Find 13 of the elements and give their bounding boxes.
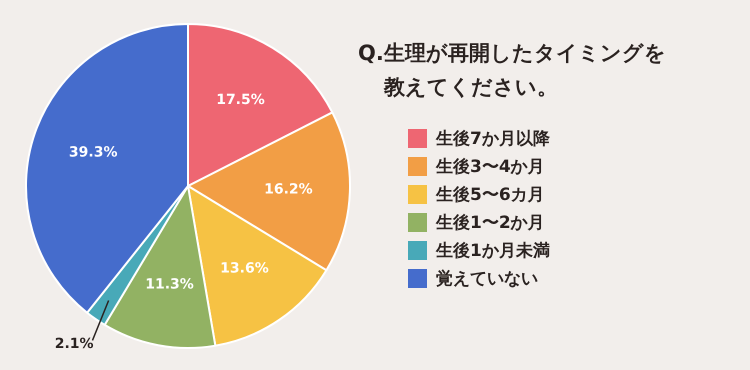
data-label: 17.5% [216,92,265,108]
legend-label: 生後5〜6カ月 [436,184,545,206]
legend-label: 生後3〜4か月 [436,156,545,178]
data-label: 16.2% [264,181,313,198]
legend-label: 生後1か月未満 [436,240,550,262]
legend-label: 覚えていない [436,268,538,290]
text: Q.生理が再開したタイミングを教えてください。 [358,40,667,101]
legend-label: 生後7か月以降 [436,128,550,150]
legend-label: 生後1〜2か月 [436,212,545,234]
data-label: 39.3% [68,144,118,161]
data-label: 2.1% [54,336,94,352]
data-label: 11.3% [145,276,194,292]
data-label: 13.6% [220,260,269,277]
